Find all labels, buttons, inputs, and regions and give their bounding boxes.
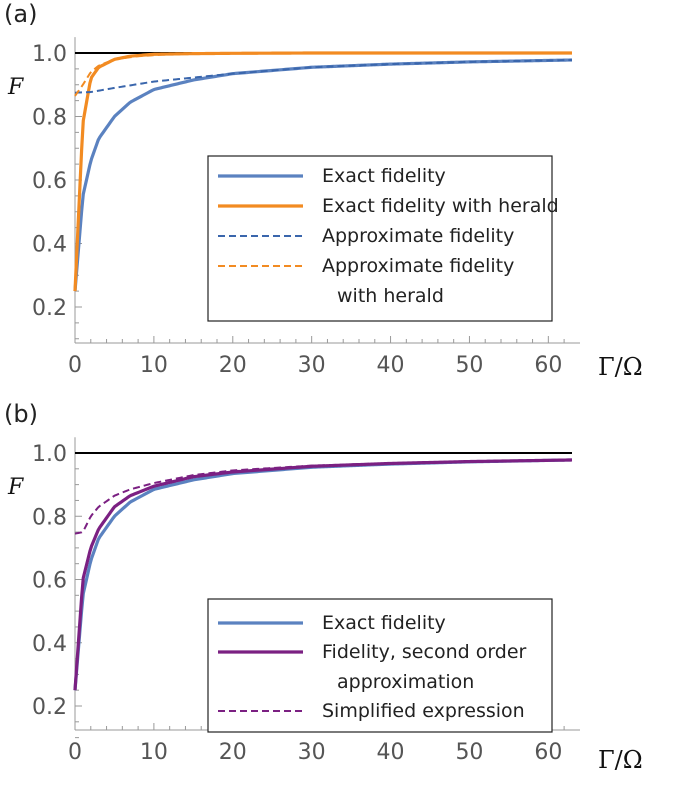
y-tick-label: 0.4	[32, 632, 67, 657]
x-tick-label: 10	[140, 353, 168, 378]
series-line-3	[74, 52, 572, 97]
x-axis-label: Γ/Ω	[598, 353, 643, 381]
panel-a: (a) 0.2 0.4 0.6 0.8 1.0 0 10 20 30 40 50 60 F Γ/Ω Exact…	[4, 0, 643, 381]
legend-box	[207, 598, 553, 733]
legend-entry: Approximate fidelity	[322, 225, 514, 247]
legend-entry: Approximate fidelity	[322, 255, 514, 277]
x-tick-label: 10	[140, 740, 168, 765]
y-tick-label: 1.0	[32, 442, 67, 467]
y-tick-label: 0.8	[32, 106, 67, 131]
legend-box	[207, 155, 553, 322]
legend-entry: with herald	[337, 285, 444, 307]
x-tick-label: 60	[534, 353, 562, 378]
x-tick-label: 30	[298, 353, 326, 378]
panel-b: (b) 0.2 0.4 0.6 0.8 1.0 0 10 20 30 40 50 60 F Γ/Ω Exact…	[4, 400, 643, 774]
y-tick-label: 0.2	[32, 695, 67, 720]
y-tick-label: 0.6	[32, 169, 67, 194]
x-tick-label: 30	[298, 740, 326, 765]
x-tick-label: 60	[534, 740, 562, 765]
x-tick-label: 20	[219, 740, 247, 765]
x-tick-label: 40	[377, 353, 405, 378]
x-tick-label: 50	[455, 740, 483, 765]
y-tick-label: 0.8	[32, 505, 67, 530]
y-tick-label: 0.6	[32, 569, 67, 594]
legend-entry: Exact fidelity	[322, 612, 446, 634]
y-axis-label: F	[7, 475, 24, 500]
y-tick-label: 1.0	[32, 42, 67, 67]
panel-label: (b)	[4, 400, 38, 428]
y-tick-label: 0.2	[32, 296, 67, 321]
y-tick-label: 0.4	[32, 233, 67, 258]
series-line-2	[74, 458, 573, 535]
panel-label: (a)	[4, 0, 37, 28]
legend-entry: Exact fidelity with herald	[322, 195, 559, 217]
x-tick-label: 0	[68, 353, 82, 378]
series-line-0	[73, 58, 573, 292]
legend-entry: Exact fidelity	[322, 165, 446, 187]
x-tick-label: 0	[68, 740, 82, 765]
x-axis-label: Γ/Ω	[598, 746, 643, 774]
x-tick-label: 20	[219, 353, 247, 378]
x-tick-label: 40	[377, 740, 405, 765]
x-tick-label: 50	[455, 353, 483, 378]
legend-entry: approximation	[337, 671, 474, 693]
y-axis-label: F	[7, 75, 24, 100]
series-line-2	[74, 58, 573, 94]
legend-entry: Fidelity, second order	[322, 641, 527, 663]
legend-entry: Simplified expression	[322, 700, 525, 722]
